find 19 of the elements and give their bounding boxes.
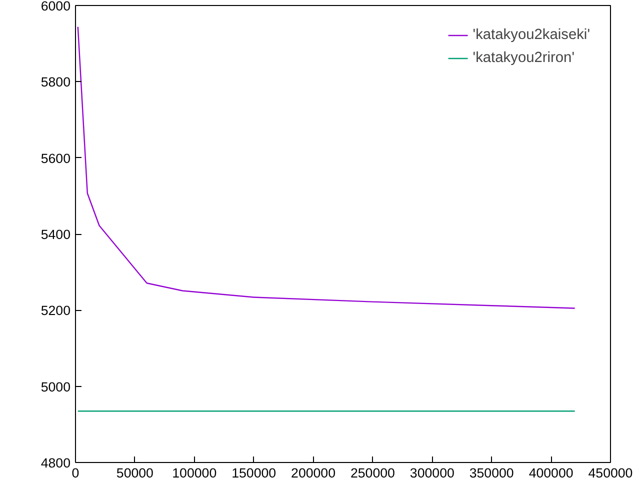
y-tick-label: 5800 (40, 74, 71, 90)
x-tick-label: 400000 (528, 466, 574, 480)
x-tick-label: 450000 (588, 466, 633, 480)
x-tick-label: 350000 (469, 466, 514, 480)
x-tick-label: 200000 (291, 466, 336, 480)
y-tick-label: 5200 (40, 303, 71, 318)
y-tick-label: 4800 (40, 456, 71, 470)
y-tick-label: 5000 (40, 379, 71, 394)
x-tick-label: 100000 (172, 466, 217, 480)
y-tick-label: 5400 (40, 227, 71, 242)
legend-label: 'katakyou2riron' (472, 50, 575, 66)
x-tick-label: 300000 (410, 466, 454, 480)
x-tick-label: 250000 (350, 466, 395, 480)
y-tick-label: 6000 (40, 0, 71, 14)
legend-label: 'katakyou2kaiseki' (472, 27, 590, 43)
x-tick-label: 150000 (232, 466, 276, 480)
y-tick-label: 5600 (40, 150, 71, 166)
x-tick-label: 0 (72, 466, 80, 480)
x-tick-label: 50000 (116, 466, 154, 480)
